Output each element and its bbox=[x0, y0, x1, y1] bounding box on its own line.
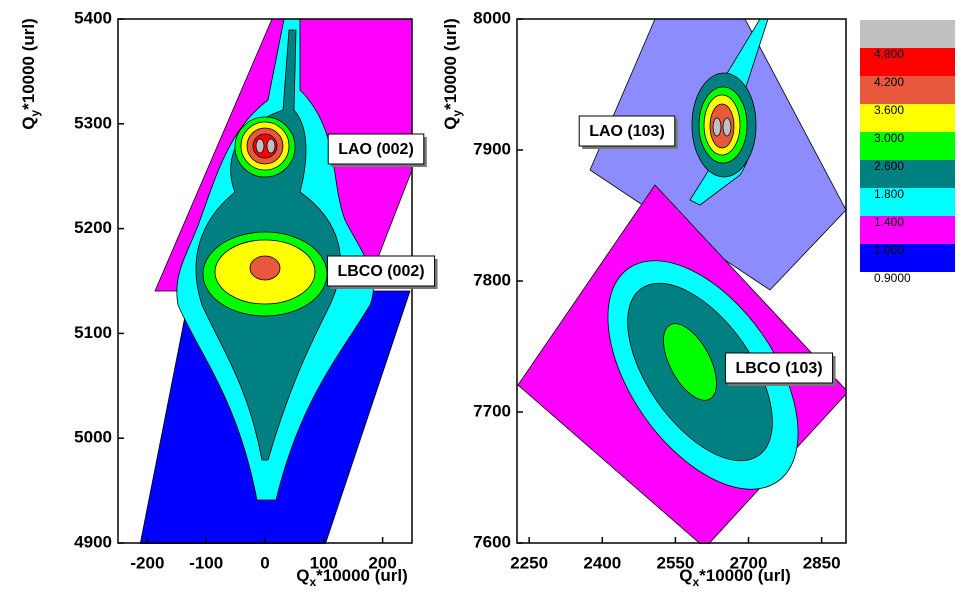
annotation-box bbox=[578, 115, 676, 147]
colorbar-band bbox=[860, 132, 955, 160]
annotation-box bbox=[326, 255, 436, 287]
y-tick-label: 5300 bbox=[74, 113, 112, 132]
contour-region bbox=[249, 255, 281, 281]
y-tick-label: 7600 bbox=[473, 532, 511, 551]
colorbar-label: 1.000 bbox=[874, 243, 904, 257]
colorbar-band bbox=[860, 76, 955, 104]
y-tick-label: 7800 bbox=[473, 270, 511, 289]
y-tick-label: 5100 bbox=[74, 323, 112, 342]
annotation: LAO (002) bbox=[338, 141, 414, 158]
colorbar-band bbox=[860, 104, 955, 132]
colorbar-label: 4.200 bbox=[874, 75, 904, 89]
y-axis-label-part: y bbox=[28, 110, 42, 117]
x-tick-label: 2250 bbox=[510, 553, 548, 572]
colorbar-band bbox=[860, 160, 955, 188]
x-tick-label: 2850 bbox=[803, 553, 841, 572]
x-tick-label: -100 bbox=[189, 553, 223, 572]
contour-region bbox=[722, 117, 732, 137]
x-axis-label-part: *10000 (url) bbox=[699, 566, 791, 585]
colorbar-label: 3.600 bbox=[874, 103, 904, 117]
x-axis-label-part: Q bbox=[679, 566, 692, 585]
y-tick-label: 5200 bbox=[74, 218, 112, 237]
colorbar-label: 3.000 bbox=[874, 131, 904, 145]
colorbar-label: 0.9000 bbox=[874, 271, 911, 285]
plot-area bbox=[139, 19, 412, 544]
annotation: LBCO (002) bbox=[337, 263, 424, 280]
x-tick-label: 200 bbox=[368, 553, 396, 572]
x-tick-label: 2550 bbox=[656, 553, 694, 572]
x-axis-label-part: x bbox=[692, 575, 699, 589]
contour-region bbox=[266, 138, 276, 154]
x-axis-label: Qx*10000 (url) bbox=[679, 566, 791, 589]
x-tick-label: 0 bbox=[260, 553, 269, 572]
y-axis-label-part: *10000 (url) bbox=[19, 18, 38, 110]
x-axis-label-part: *10000 (url) bbox=[316, 566, 408, 585]
y-tick-label: 7700 bbox=[473, 401, 511, 420]
colorbar-label: 2.600 bbox=[874, 159, 904, 173]
x-axis-label-part: x bbox=[309, 575, 316, 589]
y-axis-label-part: Q bbox=[441, 117, 460, 130]
x-tick-label: -200 bbox=[130, 553, 164, 572]
colorbar-band bbox=[860, 188, 955, 216]
colorbar-label: 1.800 bbox=[874, 187, 904, 201]
annotation: LAO (103) bbox=[589, 123, 665, 140]
y-axis-label-part: y bbox=[450, 110, 464, 117]
colorbar-band bbox=[860, 48, 955, 76]
x-tick-label: 2400 bbox=[583, 553, 621, 572]
contour-region bbox=[663, 323, 717, 401]
x-axis-label-part: Q bbox=[296, 566, 309, 585]
contour-region bbox=[255, 138, 265, 154]
contour-region bbox=[712, 117, 722, 137]
x-tick-label: 2700 bbox=[730, 553, 768, 572]
y-axis-label-part: *10000 (url) bbox=[441, 18, 460, 110]
x-tick-label: 100 bbox=[310, 553, 338, 572]
annotation: LBCO (103) bbox=[735, 360, 822, 377]
y-axis-label: Qy*10000 (url) bbox=[441, 18, 464, 130]
y-tick-label: 5000 bbox=[74, 428, 112, 447]
colorbar-band bbox=[860, 244, 955, 272]
annotation-box bbox=[327, 133, 425, 165]
y-tick-label: 8000 bbox=[473, 8, 511, 27]
plot-area bbox=[517, 19, 846, 544]
x-axis-label: Qx*10000 (url) bbox=[296, 566, 408, 589]
y-tick-label: 5400 bbox=[74, 8, 112, 27]
colorbar-band bbox=[860, 216, 955, 244]
y-tick-label: 4900 bbox=[74, 532, 112, 551]
y-tick-label: 7900 bbox=[473, 139, 511, 158]
colorbar-label: 1.400 bbox=[874, 215, 904, 229]
annotation-box bbox=[724, 352, 834, 384]
y-axis-label: Qy*10000 (url) bbox=[19, 18, 42, 130]
contour-region bbox=[709, 103, 735, 149]
y-axis-label-part: Q bbox=[19, 117, 38, 130]
colorbar-label: 4.800 bbox=[874, 47, 904, 61]
colorbar-band bbox=[860, 20, 955, 48]
